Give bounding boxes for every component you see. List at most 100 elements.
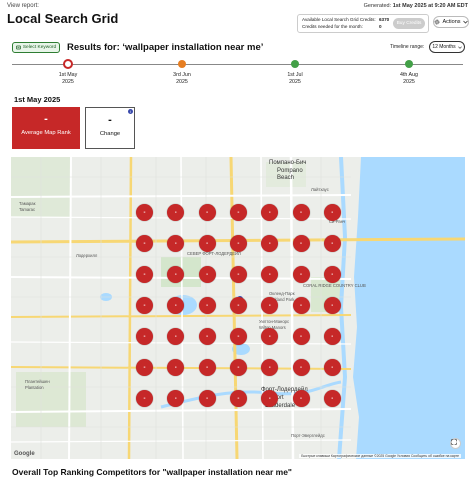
timeline-range-value: 12 Months bbox=[432, 44, 456, 50]
grid-point-1-0[interactable]: - bbox=[136, 235, 153, 252]
grid-point-6-5[interactable]: - bbox=[292, 390, 310, 407]
grid-point-4-4[interactable]: - bbox=[261, 328, 279, 345]
grid-point-1-1[interactable]: - bbox=[167, 235, 185, 252]
change-value: - bbox=[108, 114, 112, 126]
grid-point-1-2[interactable]: - bbox=[198, 235, 216, 252]
grid-point-0-1[interactable]: - bbox=[167, 204, 185, 221]
map-label-wilton: Уилтон-Манорс bbox=[259, 319, 290, 324]
select-keyword-label: Select Keyword bbox=[22, 45, 57, 50]
grid-point-0-6[interactable]: - bbox=[323, 204, 341, 221]
map-label-lighthouse: Лайтхаус bbox=[311, 187, 329, 192]
grid-point-4-3[interactable]: - bbox=[229, 328, 247, 345]
chevron-down-icon bbox=[457, 45, 462, 49]
grid-point-2-0[interactable]: - bbox=[136, 266, 153, 283]
grid-point-5-1[interactable]: - bbox=[167, 359, 185, 376]
grid-point-5-6[interactable]: - bbox=[323, 359, 341, 376]
grid-point-2-2[interactable]: - bbox=[198, 266, 216, 283]
actions-button[interactable]: Actions bbox=[433, 16, 469, 28]
page-title: Local Search Grid bbox=[7, 11, 119, 26]
google-logo: Google bbox=[14, 451, 35, 457]
map-label-tamarac-en: Tamarac bbox=[19, 207, 36, 212]
grid-point-1-5[interactable]: - bbox=[292, 235, 310, 252]
timeline-label-1: 3rd Jun 2025 bbox=[162, 72, 202, 86]
grid-point-4-2[interactable]: - bbox=[198, 328, 216, 345]
competitors-title: Overall Top Ranking Competitors for "wal… bbox=[12, 467, 292, 477]
timeline-year: 2025 bbox=[176, 79, 188, 85]
average-map-rank-value: - bbox=[44, 113, 48, 125]
average-map-rank-card: - Average Map Rank bbox=[12, 107, 80, 149]
grid-point-6-3[interactable]: - bbox=[229, 390, 247, 407]
grid-point-3-0[interactable]: - bbox=[136, 297, 153, 314]
timeline-range-label: Timeline range: bbox=[390, 44, 425, 50]
map-label-coral-ridge: CORAL RIDGE COUNTRY CLUB bbox=[303, 283, 366, 288]
grid-point-6-4[interactable]: - bbox=[261, 390, 279, 407]
map-view[interactable]: Помпано-Бич Pompano Beach Тамарак Tamara… bbox=[11, 157, 465, 459]
generated-info: Generated: 1st May 2025 at 9:20 AM EDT bbox=[364, 3, 468, 9]
map-label-oakland: Окленд-Парк bbox=[269, 291, 295, 296]
grid-point-2-1[interactable]: - bbox=[167, 266, 185, 283]
grid-point-6-6[interactable]: - bbox=[323, 390, 341, 407]
actions-label: Actions bbox=[442, 19, 461, 25]
timeline-range-select[interactable]: 12 Months bbox=[429, 41, 465, 53]
grid-point-4-0[interactable]: - bbox=[136, 328, 153, 345]
grid-point-0-4[interactable]: - bbox=[261, 204, 279, 221]
map-label-lauderhill: Лодерхилл bbox=[76, 253, 98, 258]
grid-point-5-4[interactable]: - bbox=[261, 359, 279, 376]
grid-point-5-0[interactable]: - bbox=[136, 359, 153, 376]
selected-date-heading: 1st May 2025 bbox=[14, 95, 61, 104]
select-keyword-button[interactable]: Select Keyword bbox=[12, 42, 60, 53]
grid-point-3-1[interactable]: - bbox=[167, 297, 185, 314]
grid-point-2-6[interactable]: - bbox=[323, 266, 341, 283]
change-label: Change bbox=[99, 131, 121, 137]
map-label-sunrise: СЕВЕР ФОРТ-ЛОДЕРДЕЙЛ bbox=[187, 251, 241, 256]
grid-point-0-5[interactable]: - bbox=[292, 204, 310, 221]
grid-point-1-3[interactable]: - bbox=[229, 235, 247, 252]
map-label-sea-ranch: Си-Ранч bbox=[329, 219, 346, 224]
grid-point-6-0[interactable]: - bbox=[136, 390, 153, 407]
gear-icon bbox=[435, 19, 440, 25]
timeline-node-1[interactable] bbox=[178, 60, 186, 68]
grid-point-2-3[interactable]: - bbox=[229, 266, 247, 283]
timeline-day: 3rd Jun bbox=[173, 72, 191, 78]
available-credits-label: Available Local Search Grid Credits: bbox=[302, 17, 376, 22]
timeline-node-3[interactable] bbox=[405, 60, 413, 68]
timeline-day: 1st May bbox=[58, 72, 78, 78]
timeline-node-2[interactable] bbox=[291, 60, 299, 68]
grid-point-4-6[interactable]: - bbox=[323, 328, 341, 345]
timeline-node-0[interactable] bbox=[63, 59, 73, 69]
grid-point-1-6[interactable]: - bbox=[323, 235, 341, 252]
timeline-label-2: 1st Jul 2025 bbox=[275, 72, 315, 86]
grid-point-4-5[interactable]: - bbox=[292, 328, 310, 345]
grid-point-2-4[interactable]: - bbox=[261, 266, 279, 283]
grid-point-3-4[interactable]: - bbox=[261, 297, 279, 314]
buy-credits-button[interactable]: Buy Credits bbox=[393, 18, 425, 29]
available-credits-value: 6370 bbox=[379, 17, 390, 22]
map-credits[interactable]: Быстрые клавиши Картографические данные … bbox=[299, 454, 461, 458]
grid-point-3-3[interactable]: - bbox=[229, 297, 247, 314]
grid-point-0-3[interactable]: - bbox=[229, 204, 247, 221]
grid-point-6-1[interactable]: - bbox=[167, 390, 185, 407]
generated-value: 1st May 2025 at 9:20 AM EDT bbox=[392, 3, 468, 9]
chevron-down-icon bbox=[462, 20, 468, 24]
map-label-fort-lauderdale-en2: Lauderdale bbox=[265, 403, 296, 409]
timeline-track bbox=[12, 64, 463, 65]
grid-point-1-4[interactable]: - bbox=[261, 235, 279, 252]
grid-point-5-5[interactable]: - bbox=[292, 359, 310, 376]
info-icon[interactable]: i bbox=[128, 109, 133, 114]
grid-point-5-3[interactable]: - bbox=[229, 359, 247, 376]
timeline-label-0: 1st May 2025 bbox=[48, 72, 88, 86]
grid-point-0-2[interactable]: - bbox=[198, 204, 216, 221]
grid-point-5-2[interactable]: - bbox=[198, 359, 216, 376]
map-label-pompano-beach: Beach bbox=[277, 175, 295, 181]
grid-point-6-2[interactable]: - bbox=[198, 390, 216, 407]
grid-point-0-0[interactable]: - bbox=[136, 204, 153, 221]
fullscreen-button[interactable] bbox=[450, 438, 461, 449]
grid-point-3-2[interactable]: - bbox=[198, 297, 216, 314]
average-map-rank-label: Average Map Rank bbox=[21, 130, 71, 136]
grid-point-3-5[interactable]: - bbox=[292, 297, 310, 314]
needed-credits-value: 0 bbox=[379, 24, 382, 29]
grid-point-3-6[interactable]: - bbox=[323, 297, 341, 314]
grid-point-2-5[interactable]: - bbox=[292, 266, 310, 283]
grid-point-4-1[interactable]: - bbox=[167, 328, 185, 345]
timeline-day: 1st Jul bbox=[287, 72, 303, 78]
